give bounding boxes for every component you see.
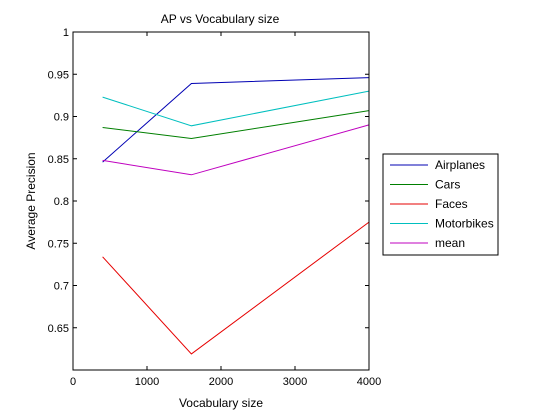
- y-tick-label: 0.8: [54, 196, 69, 208]
- x-tick-label: 1000: [135, 376, 159, 388]
- legend-label-motorbikes: Motorbikes: [435, 217, 494, 231]
- series-line-cars: [102, 110, 370, 140]
- y-tick-label: 0.85: [48, 154, 69, 166]
- legend-label-cars: Cars: [435, 178, 460, 192]
- plot-area: [73, 32, 369, 370]
- x-tick-label: 3000: [283, 376, 307, 388]
- legend: Airplanes Cars Faces Motorbikes mean: [382, 153, 499, 256]
- series-line-mean: [102, 124, 370, 176]
- x-axis: 0 1000 2000 3000 4000: [70, 32, 381, 388]
- y-tick-label: 0.65: [48, 323, 69, 335]
- chart-title: AP vs Vocabulary size: [161, 12, 280, 26]
- legend-label-mean: mean: [435, 236, 465, 250]
- series-line-airplanes: [102, 77, 370, 163]
- x-tick-label: 2000: [209, 376, 233, 388]
- y-tick-label: 0.7: [54, 281, 69, 293]
- legend-label-airplanes: Airplanes: [435, 158, 485, 172]
- x-axis-label: Vocabulary size: [179, 396, 263, 410]
- y-tick-label: 0.9: [54, 112, 69, 124]
- series-line-faces: [102, 221, 370, 355]
- y-tick-label: 0.95: [48, 69, 69, 81]
- y-axis: 0.65 0.7 0.75 0.8 0.85 0.9 0.95 1: [48, 27, 369, 335]
- x-tick-label: 4000: [357, 376, 381, 388]
- y-tick-label: 0.75: [48, 238, 69, 250]
- x-tick-label: 0: [70, 376, 76, 388]
- series-layer: [102, 77, 370, 355]
- y-axis-label: Average Precision: [24, 152, 38, 249]
- legend-label-faces: Faces: [435, 197, 468, 211]
- series-line-motorbikes: [102, 90, 370, 127]
- y-tick-label: 1: [63, 27, 69, 39]
